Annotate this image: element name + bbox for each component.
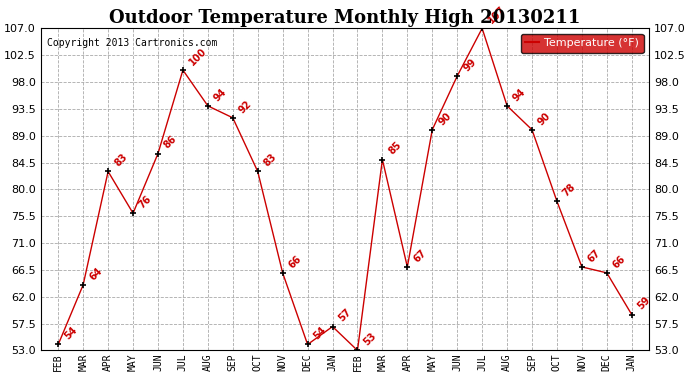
Text: 86: 86 — [162, 134, 179, 151]
Text: 66: 66 — [611, 254, 628, 270]
Text: 85: 85 — [386, 140, 403, 157]
Text: 59: 59 — [636, 295, 653, 312]
Text: 107: 107 — [486, 4, 508, 26]
Text: 66: 66 — [287, 254, 304, 270]
Text: 64: 64 — [88, 266, 104, 282]
Text: 92: 92 — [237, 98, 253, 115]
Legend: Temperature (°F): Temperature (°F) — [521, 34, 644, 53]
Text: 57: 57 — [337, 307, 353, 324]
Text: 100: 100 — [187, 46, 208, 67]
Text: 78: 78 — [561, 182, 578, 198]
Text: 76: 76 — [137, 194, 154, 210]
Text: 67: 67 — [411, 248, 428, 264]
Text: 94: 94 — [212, 87, 228, 103]
Text: 67: 67 — [586, 248, 602, 264]
Text: 94: 94 — [511, 87, 528, 103]
Text: Copyright 2013 Cartronics.com: Copyright 2013 Cartronics.com — [47, 38, 217, 48]
Text: 54: 54 — [312, 325, 328, 342]
Text: 99: 99 — [462, 57, 478, 73]
Title: Outdoor Temperature Monthly High 20130211: Outdoor Temperature Monthly High 2013021… — [109, 9, 581, 27]
Text: 83: 83 — [112, 152, 129, 169]
Text: 54: 54 — [62, 325, 79, 342]
Text: 90: 90 — [536, 110, 553, 127]
Text: 53: 53 — [362, 331, 378, 348]
Text: 83: 83 — [262, 152, 279, 169]
Text: 90: 90 — [437, 110, 453, 127]
